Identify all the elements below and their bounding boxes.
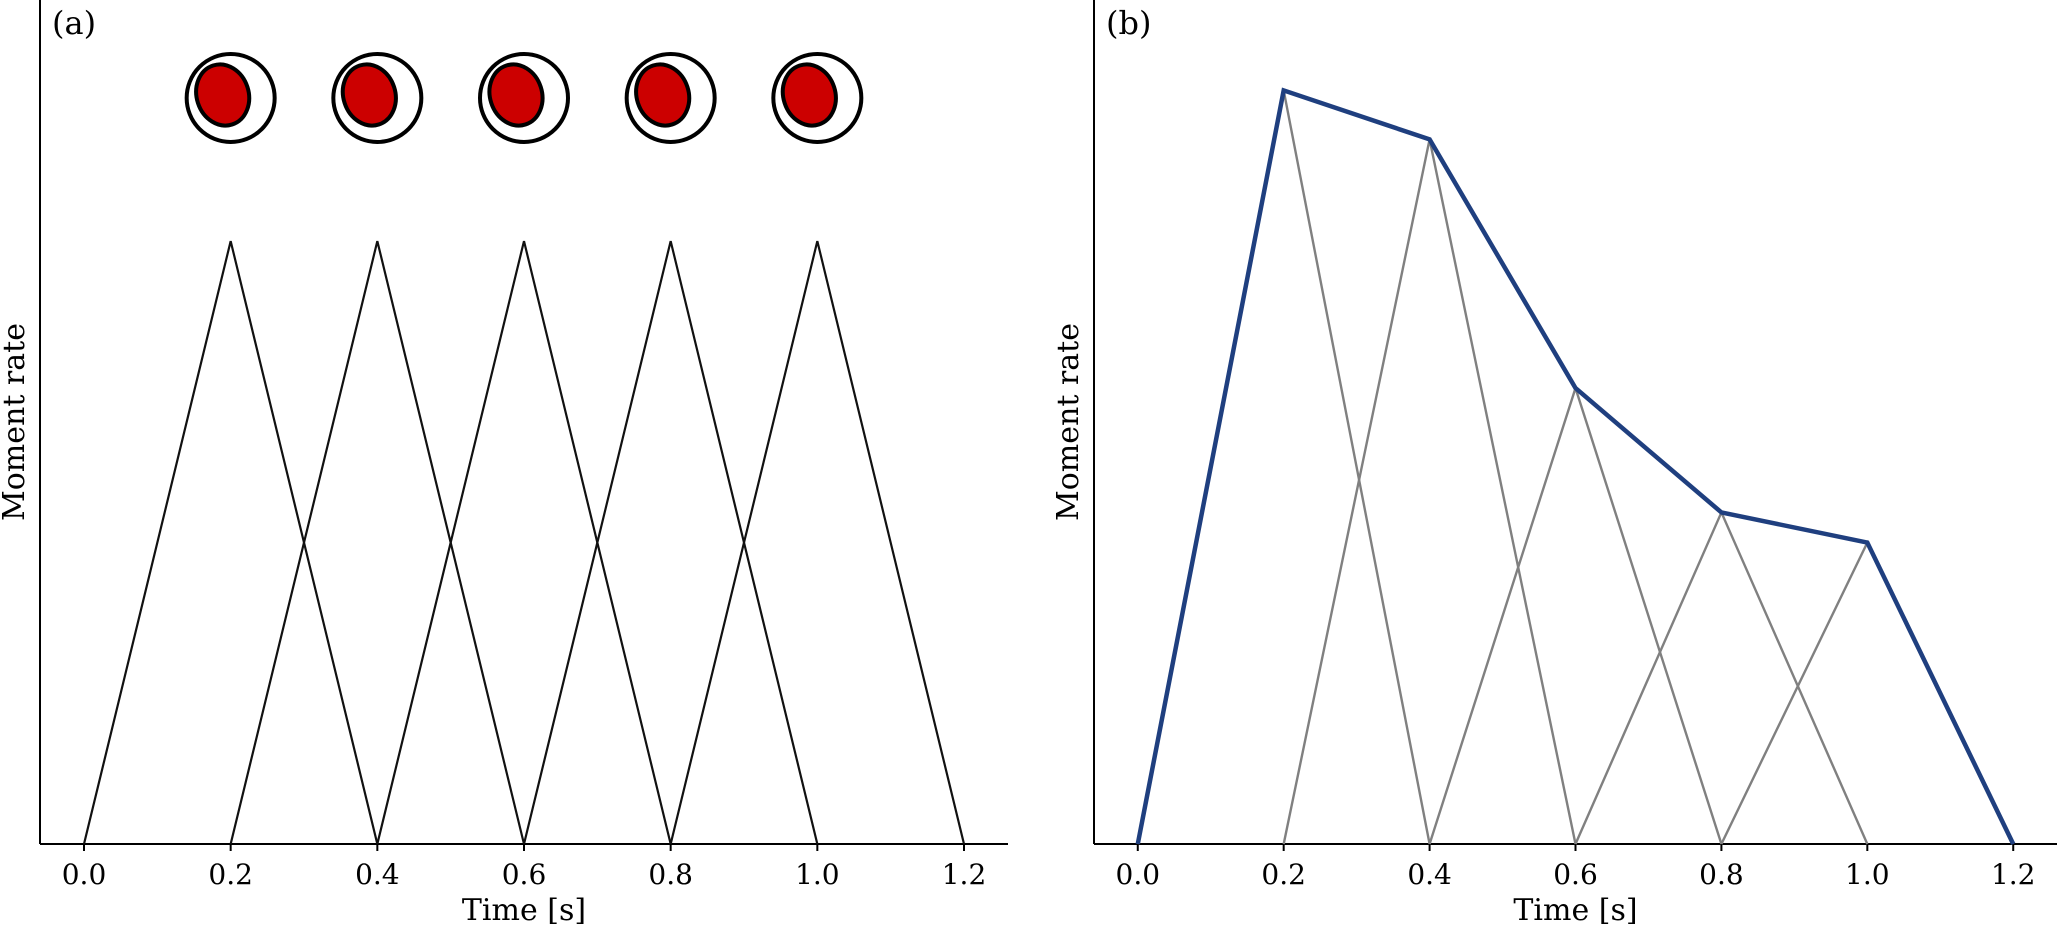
panel-a-xtick-label: 1.2 xyxy=(942,858,987,891)
panel-b-xtick-label: 1.2 xyxy=(1991,858,2036,891)
beachball-compressional-quadrant xyxy=(194,62,252,128)
subfault-triangle xyxy=(1282,139,1577,845)
panel-b-xtick-label: 1.0 xyxy=(1845,858,1890,891)
panel-b-xlabel: Time [s] xyxy=(1513,893,1637,927)
panel-a-ylabel: Moment rate xyxy=(0,323,32,521)
beachball-compressional-quadrant xyxy=(634,62,692,128)
panel-a-xtick-label: 0.8 xyxy=(648,858,693,891)
panel-a-label: (a) xyxy=(52,4,96,42)
beachball-compressional-quadrant xyxy=(780,62,838,128)
focal-mechanism-beachball-icon xyxy=(771,51,864,144)
subfault-triangle xyxy=(1428,384,1723,845)
panel-b-xtick-label: 0.0 xyxy=(1116,858,1161,891)
panel-a-xtick-label: 1.0 xyxy=(795,858,840,891)
focal-mechanism-beachball-icon xyxy=(624,51,717,144)
panel-b-label: (b) xyxy=(1106,4,1151,42)
subfault-triangle xyxy=(1574,509,1869,845)
subfault-triangle xyxy=(1136,90,1431,845)
panel-b-ylabel: Moment rate xyxy=(1051,323,1086,521)
panel-a-xtick-label: 0.6 xyxy=(502,858,547,891)
focal-mechanism-beachball-icon xyxy=(184,51,277,144)
panel-a-xtick-label: 0.2 xyxy=(208,858,253,891)
subfault-triangle xyxy=(229,240,526,845)
focal-mechanism-beachball-icon xyxy=(331,51,424,144)
focal-mechanism-beachball-icon xyxy=(478,51,570,144)
subfault-triangle xyxy=(376,240,672,845)
moment-rate-envelope xyxy=(1135,87,2016,845)
panel-a: (a) Moment rate Time [s] 0.0 0.2 0.4 0.6 0.8… xyxy=(0,0,1008,928)
panel-b: (b) Moment rate Time [s] 0.0 0.2 0.4 0.6 0.8… xyxy=(1051,0,2057,928)
subfault-triangle xyxy=(1720,539,2015,845)
subfault-triangle xyxy=(522,240,819,845)
beachball-compressional-quadrant xyxy=(340,62,398,128)
panel-b-xtick-label: 0.2 xyxy=(1261,858,1306,891)
beachball-compressional-quadrant xyxy=(487,62,545,128)
subfault-triangle xyxy=(82,240,379,845)
subfault-triangle xyxy=(669,240,966,845)
panel-a-xtick-label: 0.4 xyxy=(355,858,400,891)
panel-a-xtick-label: 0.0 xyxy=(62,858,107,891)
panel-b-xtick-label: 0.4 xyxy=(1407,858,1452,891)
panel-a-xlabel: Time [s] xyxy=(462,893,586,927)
panel-b-xtick-label: 0.8 xyxy=(1699,858,1744,891)
panel-b-xtick-label: 0.6 xyxy=(1553,858,1598,891)
